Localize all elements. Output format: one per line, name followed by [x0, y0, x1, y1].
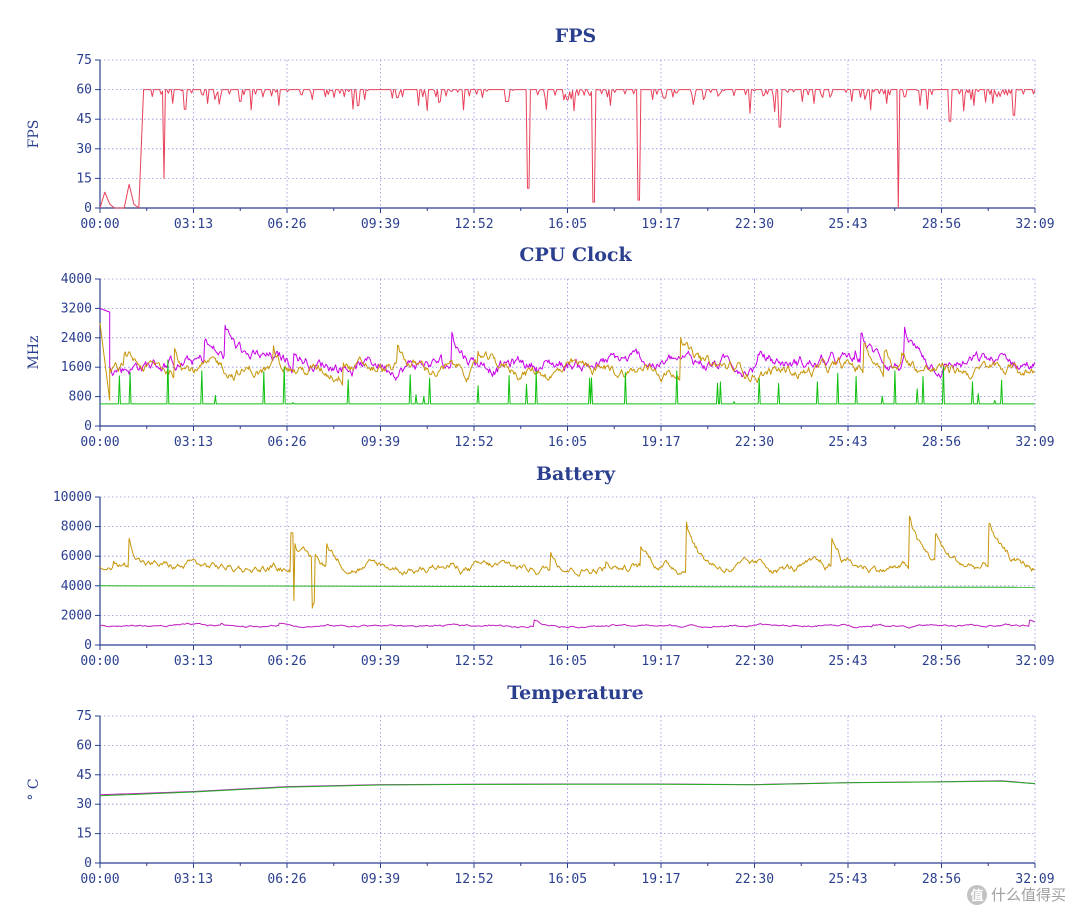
- x-tick-label: 25:43: [828, 872, 867, 887]
- y-tick-label: 3200: [61, 301, 92, 316]
- x-tick-label: 32:09: [1015, 435, 1054, 450]
- x-tick-label: 19:17: [641, 654, 680, 669]
- x-tick-label: 06:26: [267, 654, 306, 669]
- x-tick-label: 12:52: [454, 435, 493, 450]
- x-tick-label: 09:39: [361, 654, 400, 669]
- x-tick-label: 16:05: [548, 217, 587, 232]
- series-line-1: [99, 585, 1036, 588]
- series-line-0: [99, 515, 1035, 609]
- y-tick-label: 60: [76, 738, 92, 753]
- y-tick-label: 75: [76, 53, 92, 68]
- y-tick-label: 45: [76, 112, 92, 127]
- x-tick-label: 22:30: [735, 217, 774, 232]
- y-tick-label: 60: [76, 83, 92, 98]
- x-tick-label: 16:05: [548, 435, 587, 450]
- x-tick-label: 28:56: [922, 654, 961, 669]
- x-tick-label: 03:13: [174, 654, 213, 669]
- x-tick-label: 16:05: [548, 872, 587, 887]
- chart-title: CPU Clock: [519, 244, 632, 266]
- chart-panel-3: Temperature ° C 0 15 30 45 60 75 00:00 03:13 06:26…: [26, 682, 1055, 887]
- x-tick-label: 00:00: [80, 435, 119, 450]
- y-tick-label: 30: [76, 797, 92, 812]
- x-tick-label: 06:26: [267, 435, 306, 450]
- x-tick-label: 00:00: [80, 872, 119, 887]
- x-tick-label: 06:26: [267, 217, 306, 232]
- x-tick-label: 32:09: [1015, 872, 1054, 887]
- y-tick-label: 15: [76, 827, 92, 842]
- y-axis-label: ° C: [26, 778, 42, 800]
- chart-panel-2: Battery 0 2000 4000 6000 8000 10000 00:00 03:13 0…: [53, 463, 1055, 669]
- x-tick-label: 00:00: [80, 654, 119, 669]
- y-tick-label: 0: [84, 856, 92, 871]
- y-tick-label: 8000: [61, 520, 92, 535]
- series-line-0: [99, 307, 1035, 381]
- x-tick-label: 12:52: [454, 217, 493, 232]
- series-line-0: [99, 89, 1036, 209]
- y-axis-label: FPS: [26, 120, 42, 149]
- x-tick-label: 28:56: [922, 872, 961, 887]
- x-tick-label: 28:56: [922, 435, 961, 450]
- y-tick-label: 2400: [61, 331, 92, 346]
- x-tick-label: 09:39: [361, 872, 400, 887]
- y-axis-label: MHz: [26, 336, 42, 370]
- x-tick-label: 00:00: [80, 217, 119, 232]
- chart-panel-0: FPS FPS 0 15 30 45 60 75 00:00 03:13 06:26 09:39 12:…: [26, 25, 1055, 232]
- y-tick-label: 4000: [61, 579, 92, 594]
- x-tick-label: 25:43: [828, 217, 867, 232]
- y-tick-label: 10000: [53, 490, 92, 505]
- y-tick-label: 800: [69, 390, 92, 405]
- x-tick-label: 09:39: [361, 435, 400, 450]
- y-tick-label: 6000: [61, 549, 92, 564]
- x-tick-label: 03:13: [174, 872, 213, 887]
- x-tick-label: 12:52: [454, 654, 493, 669]
- x-tick-label: 06:26: [267, 872, 306, 887]
- chart-title: FPS: [555, 25, 597, 47]
- y-tick-label: 45: [76, 768, 92, 783]
- x-tick-label: 22:30: [735, 654, 774, 669]
- x-tick-label: 19:17: [641, 435, 680, 450]
- zhi-logo-icon: 值: [966, 884, 987, 905]
- series-line-2: [99, 619, 1035, 629]
- y-tick-label: 30: [76, 142, 92, 157]
- x-tick-label: 12:52: [454, 872, 493, 887]
- x-tick-label: 25:43: [828, 435, 867, 450]
- series-line-2: [100, 359, 1035, 405]
- x-tick-label: 16:05: [548, 654, 587, 669]
- x-tick-label: 32:09: [1015, 654, 1054, 669]
- x-tick-label: 19:17: [641, 872, 680, 887]
- y-tick-label: 0: [84, 419, 92, 434]
- series-line-1: [99, 323, 1035, 401]
- chart-title: Battery: [536, 463, 616, 485]
- chart-title: Temperature: [507, 682, 644, 704]
- y-tick-label: 75: [76, 709, 92, 724]
- series-line-1: [99, 780, 1036, 797]
- y-tick-label: 15: [76, 171, 92, 186]
- x-tick-label: 19:17: [641, 217, 680, 232]
- y-tick-label: 0: [84, 201, 92, 216]
- x-tick-label: 25:43: [828, 654, 867, 669]
- x-tick-label: 22:30: [735, 872, 774, 887]
- x-tick-label: 22:30: [735, 435, 774, 450]
- chart-panel-1: CPU Clock MHz 0 800 1600 2400 3200 4000 00:00 03:…: [26, 244, 1055, 450]
- x-tick-label: 32:09: [1015, 217, 1054, 232]
- x-tick-label: 03:13: [174, 435, 213, 450]
- y-tick-label: 1600: [61, 360, 92, 375]
- x-tick-label: 28:56: [922, 217, 961, 232]
- watermark: 值 什么值得买: [966, 884, 1066, 905]
- y-tick-label: 0: [84, 638, 92, 653]
- x-tick-label: 09:39: [361, 217, 400, 232]
- y-tick-label: 4000: [61, 272, 92, 287]
- watermark-text: 什么值得买: [990, 886, 1066, 904]
- x-tick-label: 03:13: [174, 217, 213, 232]
- y-tick-label: 2000: [61, 608, 92, 623]
